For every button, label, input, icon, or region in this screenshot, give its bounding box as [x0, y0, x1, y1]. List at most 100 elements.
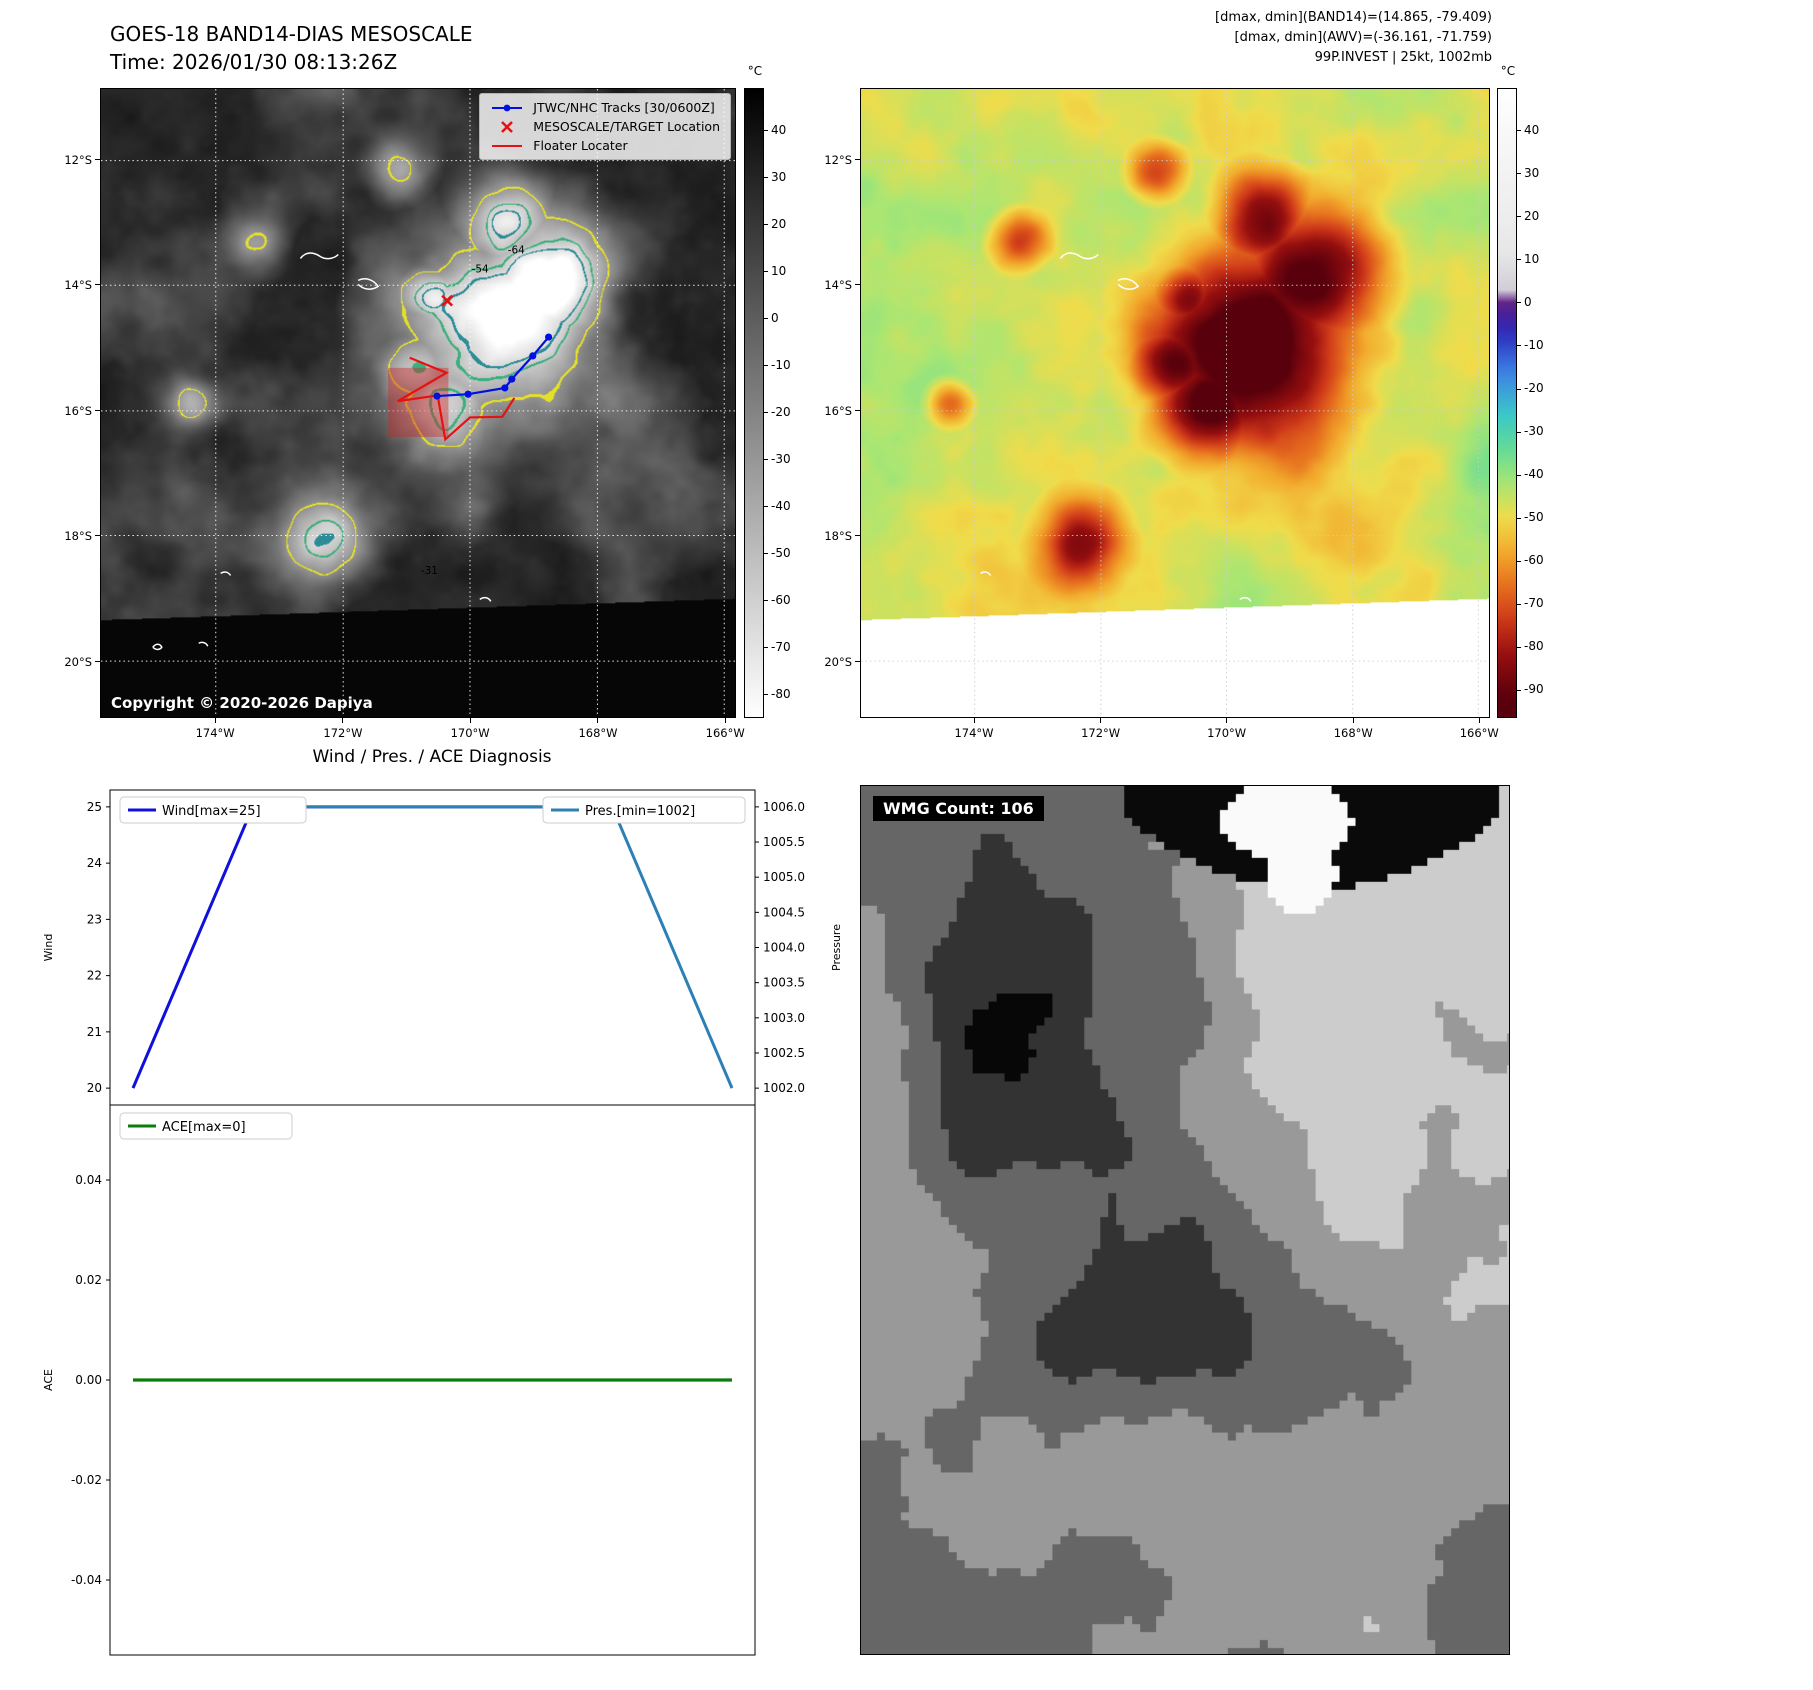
svg-text:20: 20 [87, 1081, 102, 1095]
legend-item: Floater Locater [490, 138, 720, 153]
colorbar-tick [1517, 431, 1521, 433]
colorbar-tick [1517, 474, 1521, 476]
lon-tick [1226, 718, 1228, 723]
lat-tick-label: 12°S [824, 152, 852, 167]
svg-text:25: 25 [87, 800, 102, 814]
awv-map [860, 88, 1490, 718]
lon-tick [973, 718, 975, 723]
lon-tick-label: 168°W [1333, 726, 1373, 740]
lat-tick [855, 159, 860, 161]
ace-axis-label: ACE [42, 1369, 55, 1391]
ace-legend-label: ACE[max=0] [162, 1120, 246, 1135]
svg-text:0.00: 0.00 [75, 1373, 102, 1387]
jtwc-track-line [436, 336, 550, 398]
lat-tick [95, 661, 100, 663]
target-x-icon [501, 120, 514, 133]
svg-text:1004.0: 1004.0 [763, 941, 805, 955]
awv-dmax-awv: [dmax, dmin](AWV)=(-36.161, -71.759) [1234, 30, 1492, 45]
jtwc-track-point [529, 352, 537, 360]
colorbar-tick [1517, 130, 1521, 132]
jtwc-track-point [464, 390, 472, 398]
lon-tick-label: 170°W [450, 726, 490, 740]
band14-satellite-image [101, 89, 735, 717]
colorbar-tick [1517, 689, 1521, 691]
wind-legend-label: Wind[max=25] [162, 804, 261, 819]
band14-colorbar [744, 88, 764, 718]
colorbar-tick-label: 0 [771, 310, 779, 325]
legend-item-label: JTWC/NHC Tracks [30/0600Z] [533, 100, 715, 115]
lat-tick [855, 284, 860, 286]
jtwc-track-point [433, 392, 441, 400]
band14-time: Time: 2026/01/30 08:13:26Z [110, 50, 398, 74]
colorbar-tick [1517, 560, 1521, 562]
colorbar-tick-label: 30 [1524, 165, 1540, 180]
lat-tick-label: 12°S [64, 152, 92, 167]
svg-text:1005.5: 1005.5 [763, 835, 805, 849]
lat-tick [855, 535, 860, 537]
band14-title: GOES-18 BAND14-DIAS MESOSCALE [110, 22, 473, 46]
lat-tick [855, 661, 860, 663]
colorbar-tick-label: -30 [771, 451, 791, 466]
lon-tick [724, 718, 726, 723]
colorbar-tick [1517, 259, 1521, 261]
colorbar-tick-label: -50 [1524, 510, 1544, 525]
colorbar-tick-label: -30 [1524, 424, 1544, 439]
colorbar-tick [764, 600, 768, 602]
track-line-icon [492, 104, 523, 111]
colorbar-tick-label: -70 [1524, 596, 1544, 611]
wind-axis-label: Wind [42, 934, 55, 962]
colorbar-tick [764, 647, 768, 649]
lat-tick [95, 410, 100, 412]
svg-text:23: 23 [87, 912, 102, 926]
colorbar-tick [764, 412, 768, 414]
coastline [1117, 278, 1140, 290]
colorbar-tick [764, 224, 768, 226]
floater-line-icon [492, 144, 523, 147]
colorbar-tick-label: -40 [1524, 467, 1544, 482]
contour-label: -54 [472, 263, 489, 275]
colorbar-tick [764, 506, 768, 508]
coastline [479, 596, 492, 602]
svg-text:1005.0: 1005.0 [763, 870, 805, 884]
lat-tick [95, 535, 100, 537]
wmg-panel: WMG Count: 106 [860, 785, 1510, 1655]
colorbar-tick [1517, 603, 1521, 605]
colorbar-tick [764, 365, 768, 367]
lat-tick-label: 18°S [824, 528, 852, 543]
colorbar-tick [764, 459, 768, 461]
colorbar-tick-label: 20 [771, 216, 787, 231]
lon-tick-label: 166°W [705, 726, 745, 740]
coastline [1239, 596, 1252, 602]
svg-text:1003.0: 1003.0 [763, 1011, 805, 1025]
colorbar-tick [764, 177, 768, 179]
svg-text:1002.5: 1002.5 [763, 1046, 805, 1060]
awv-invest-status: 99P.INVEST | 25kt, 1002mb [1314, 50, 1492, 65]
lat-tick-label: 14°S [824, 277, 852, 292]
wmg-image [861, 786, 1509, 1654]
diagnosis-charts: 25 24 23 22 21 20 1006.0 1005.5 1005.0 1004.5 1004… [42, 789, 843, 1656]
svg-text:1004.5: 1004.5 [763, 905, 805, 919]
lat-tick [95, 284, 100, 286]
colorbar-tick [764, 130, 768, 132]
lat-tick [95, 159, 100, 161]
colorbar-tick [1517, 302, 1521, 304]
colorbar-tick [1517, 517, 1521, 519]
colorbar-tick-label: -80 [771, 686, 791, 701]
lon-tick [597, 718, 599, 723]
band14-copyright: Copyright © 2020-2026 Dapiya [111, 694, 373, 712]
lat-tick [855, 410, 860, 412]
coastline [152, 643, 163, 651]
diagnosis-chart-title: Wind / Pres. / ACE Diagnosis [312, 747, 552, 767]
colorbar-tick [1517, 216, 1521, 218]
coastline [1059, 252, 1099, 260]
svg-text:1006.0: 1006.0 [763, 800, 805, 814]
awv-map-overlay [861, 89, 1489, 717]
wmg-count-label: WMG Count: 106 [873, 796, 1044, 821]
coastline [220, 571, 232, 576]
pressure-legend-label: Pres.[min=1002] [585, 804, 695, 819]
coastline [980, 571, 992, 576]
coastline [299, 252, 339, 260]
coastline [198, 641, 209, 647]
pressure-line [133, 805, 734, 1089]
